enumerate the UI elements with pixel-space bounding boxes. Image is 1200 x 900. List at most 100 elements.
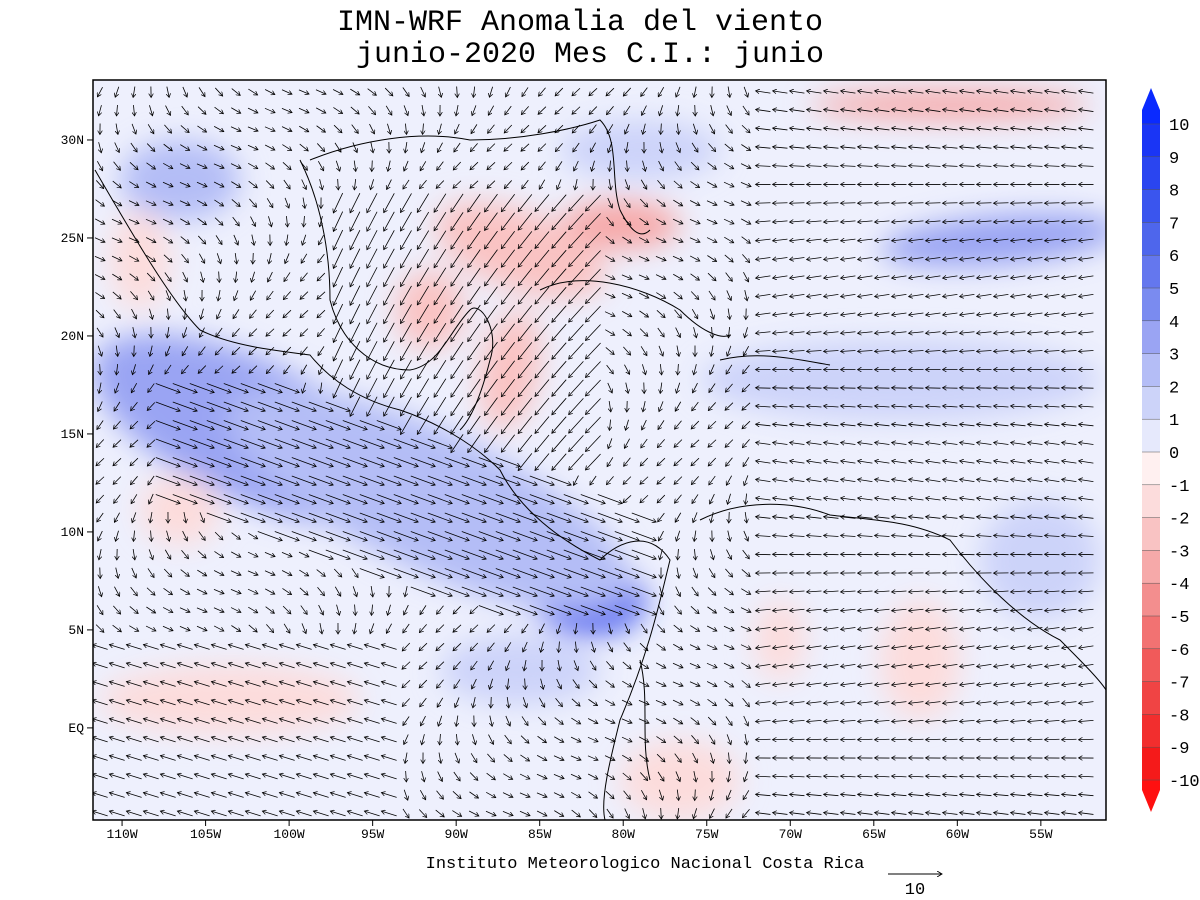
wind-vector bbox=[538, 143, 547, 152]
wind-vector bbox=[1011, 128, 1026, 130]
colorbar-label: -1 bbox=[1169, 478, 1189, 497]
wind-vector bbox=[1079, 739, 1094, 740]
wind-vector bbox=[405, 123, 406, 135]
wind-vector bbox=[773, 166, 788, 167]
wind-vector bbox=[943, 166, 958, 167]
wind-vector bbox=[1028, 739, 1043, 740]
wind-vector bbox=[807, 739, 822, 740]
wind-vector bbox=[609, 160, 610, 172]
wind-vector bbox=[773, 221, 788, 222]
wind-vector bbox=[1028, 221, 1043, 222]
wind-vector bbox=[367, 193, 378, 212]
wind-vector bbox=[384, 211, 395, 231]
colorbar-label: 9 bbox=[1169, 150, 1179, 169]
wind-vector bbox=[180, 218, 190, 225]
wind-vector bbox=[960, 739, 975, 740]
wind-vector bbox=[265, 162, 274, 169]
colorbar-label: 4 bbox=[1169, 314, 1179, 333]
wind-vector bbox=[1062, 147, 1077, 148]
wind-vector bbox=[841, 109, 856, 111]
wind-vector bbox=[371, 142, 373, 153]
wind-vector bbox=[116, 123, 118, 135]
colorbar-box bbox=[1142, 255, 1160, 289]
y-tick-label: 25N bbox=[61, 231, 84, 246]
wind-vector bbox=[455, 123, 460, 134]
wind-vector bbox=[943, 91, 958, 93]
wind-vector bbox=[569, 231, 584, 248]
wind-vector bbox=[706, 237, 717, 243]
wind-vector bbox=[333, 192, 344, 213]
wind-vector bbox=[1062, 257, 1077, 259]
wind-vector bbox=[638, 255, 649, 260]
wind-vector bbox=[555, 87, 564, 96]
wind-vector bbox=[488, 105, 495, 116]
colorbar-label: -8 bbox=[1169, 707, 1189, 726]
y-tick-label: 5N bbox=[68, 623, 84, 638]
colorbar-label: 1 bbox=[1169, 412, 1179, 431]
colorbar-label: 7 bbox=[1169, 215, 1179, 234]
wind-vector bbox=[231, 107, 241, 114]
wind-vector bbox=[585, 194, 601, 211]
colorbar-label: -4 bbox=[1169, 576, 1189, 595]
wind-vector bbox=[977, 221, 992, 222]
wind-vector bbox=[960, 128, 975, 130]
wind-vector bbox=[960, 239, 975, 241]
wind-vector bbox=[569, 250, 584, 266]
wind-vector bbox=[960, 147, 975, 148]
wind-vector bbox=[1028, 128, 1043, 130]
wind-vector bbox=[266, 198, 273, 207]
wind-vector bbox=[247, 107, 258, 113]
wind-vector bbox=[607, 124, 614, 133]
wind-vector bbox=[977, 147, 992, 148]
wind-vector bbox=[400, 193, 412, 212]
wind-vector bbox=[655, 237, 666, 243]
wind-vector bbox=[111, 218, 122, 224]
wind-vector bbox=[180, 125, 189, 132]
wind-vector bbox=[623, 198, 630, 207]
anomaly-blob bbox=[140, 475, 220, 545]
wind-vector bbox=[400, 211, 412, 231]
wind-vector bbox=[501, 249, 515, 267]
wind-vector bbox=[824, 257, 839, 259]
wind-vector bbox=[1079, 221, 1094, 222]
wind-vector bbox=[421, 142, 426, 152]
wind-vector bbox=[909, 257, 924, 259]
wind-vector bbox=[129, 255, 139, 261]
wind-vector bbox=[181, 253, 189, 263]
wind-vector bbox=[726, 105, 732, 115]
y-tick-label: 15N bbox=[61, 427, 84, 442]
wind-vector bbox=[468, 230, 481, 249]
y-tick-label: 30N bbox=[61, 133, 84, 148]
wind-vector bbox=[112, 180, 122, 188]
wind-vector bbox=[372, 160, 373, 172]
x-tick-label: 100W bbox=[274, 827, 305, 842]
wind-vector bbox=[926, 91, 941, 93]
wind-vector bbox=[672, 237, 683, 242]
colorbar-box bbox=[1142, 156, 1160, 191]
wind-vector bbox=[487, 143, 496, 152]
colorbar-box bbox=[1142, 222, 1160, 256]
wind-vector bbox=[572, 124, 581, 133]
wind-vector bbox=[163, 236, 172, 243]
wind-vector bbox=[642, 105, 647, 116]
wind-vector bbox=[689, 200, 700, 206]
wind-vector bbox=[1062, 203, 1077, 204]
wind-vector bbox=[198, 87, 205, 96]
wind-vector bbox=[706, 218, 717, 223]
wind-vector bbox=[264, 126, 275, 131]
colorbar-label: 5 bbox=[1169, 281, 1179, 300]
wind-vector bbox=[658, 160, 664, 171]
wind-vector bbox=[1045, 109, 1060, 111]
wind-vector bbox=[535, 194, 550, 212]
wind-vector bbox=[94, 255, 105, 260]
wind-vector bbox=[743, 86, 748, 97]
wind-vector bbox=[94, 218, 105, 224]
wind-vector bbox=[298, 89, 309, 94]
wind-vector bbox=[485, 230, 498, 249]
title-line-2: junio-2020 Mes C.I.: junio bbox=[356, 38, 824, 72]
wind-vector bbox=[677, 123, 678, 135]
wind-vector bbox=[590, 142, 596, 153]
wind-vector bbox=[128, 237, 139, 242]
wind-vector bbox=[213, 181, 224, 187]
wind-vector bbox=[181, 105, 189, 115]
